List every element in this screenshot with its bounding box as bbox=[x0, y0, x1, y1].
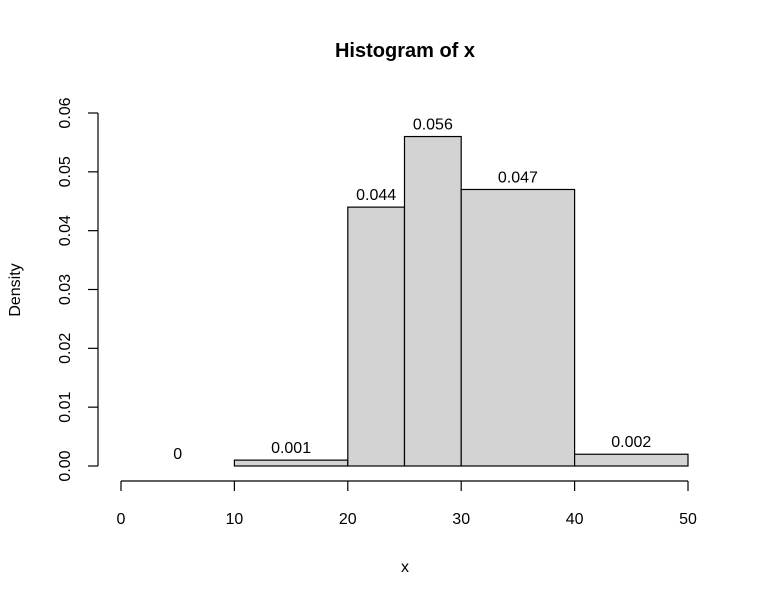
x-tick-label: 0 bbox=[117, 511, 126, 528]
bar-value-label: 0.044 bbox=[356, 187, 396, 204]
x-tick-label: 40 bbox=[566, 511, 584, 528]
bars-group bbox=[233, 135, 689, 467]
y-tick-label: 0.04 bbox=[57, 215, 74, 246]
histogram-bar bbox=[460, 188, 576, 467]
histogram-bar bbox=[573, 453, 689, 467]
y-tick-label: 0.01 bbox=[57, 391, 74, 422]
histogram-bar bbox=[233, 459, 349, 467]
histogram-bar bbox=[347, 206, 406, 467]
y-axis-label: Density bbox=[7, 263, 24, 316]
bar-labels-group: 0 0.001 0.044 0.056 0.047 0.002 bbox=[173, 117, 651, 463]
y-axis: 0.00 0.01 0.02 0.03 0.04 0.05 0.06 bbox=[57, 97, 99, 482]
bar-value-label: 0.056 bbox=[413, 117, 453, 134]
bar-value-label: 0 bbox=[173, 446, 182, 463]
y-tick-label: 0.06 bbox=[57, 97, 74, 128]
x-tick-label: 10 bbox=[226, 511, 244, 528]
bar-value-label: 0.047 bbox=[498, 169, 538, 186]
y-tick-label: 0.05 bbox=[57, 156, 74, 187]
x-axis: 0 10 20 30 40 50 bbox=[117, 480, 697, 528]
x-tick-label: 50 bbox=[679, 511, 697, 528]
x-tick-label: 20 bbox=[339, 511, 357, 528]
x-axis-label: x bbox=[401, 559, 409, 576]
bar-value-label: 0.001 bbox=[271, 440, 311, 457]
histogram-bar bbox=[403, 135, 462, 467]
chart-title: Histogram of x bbox=[335, 40, 475, 62]
y-tick-label: 0.03 bbox=[57, 274, 74, 305]
y-tick-label: 0.00 bbox=[57, 450, 74, 481]
x-tick-label: 30 bbox=[452, 511, 470, 528]
bar-value-label: 0.002 bbox=[611, 434, 651, 451]
y-tick-label: 0.02 bbox=[57, 333, 74, 364]
